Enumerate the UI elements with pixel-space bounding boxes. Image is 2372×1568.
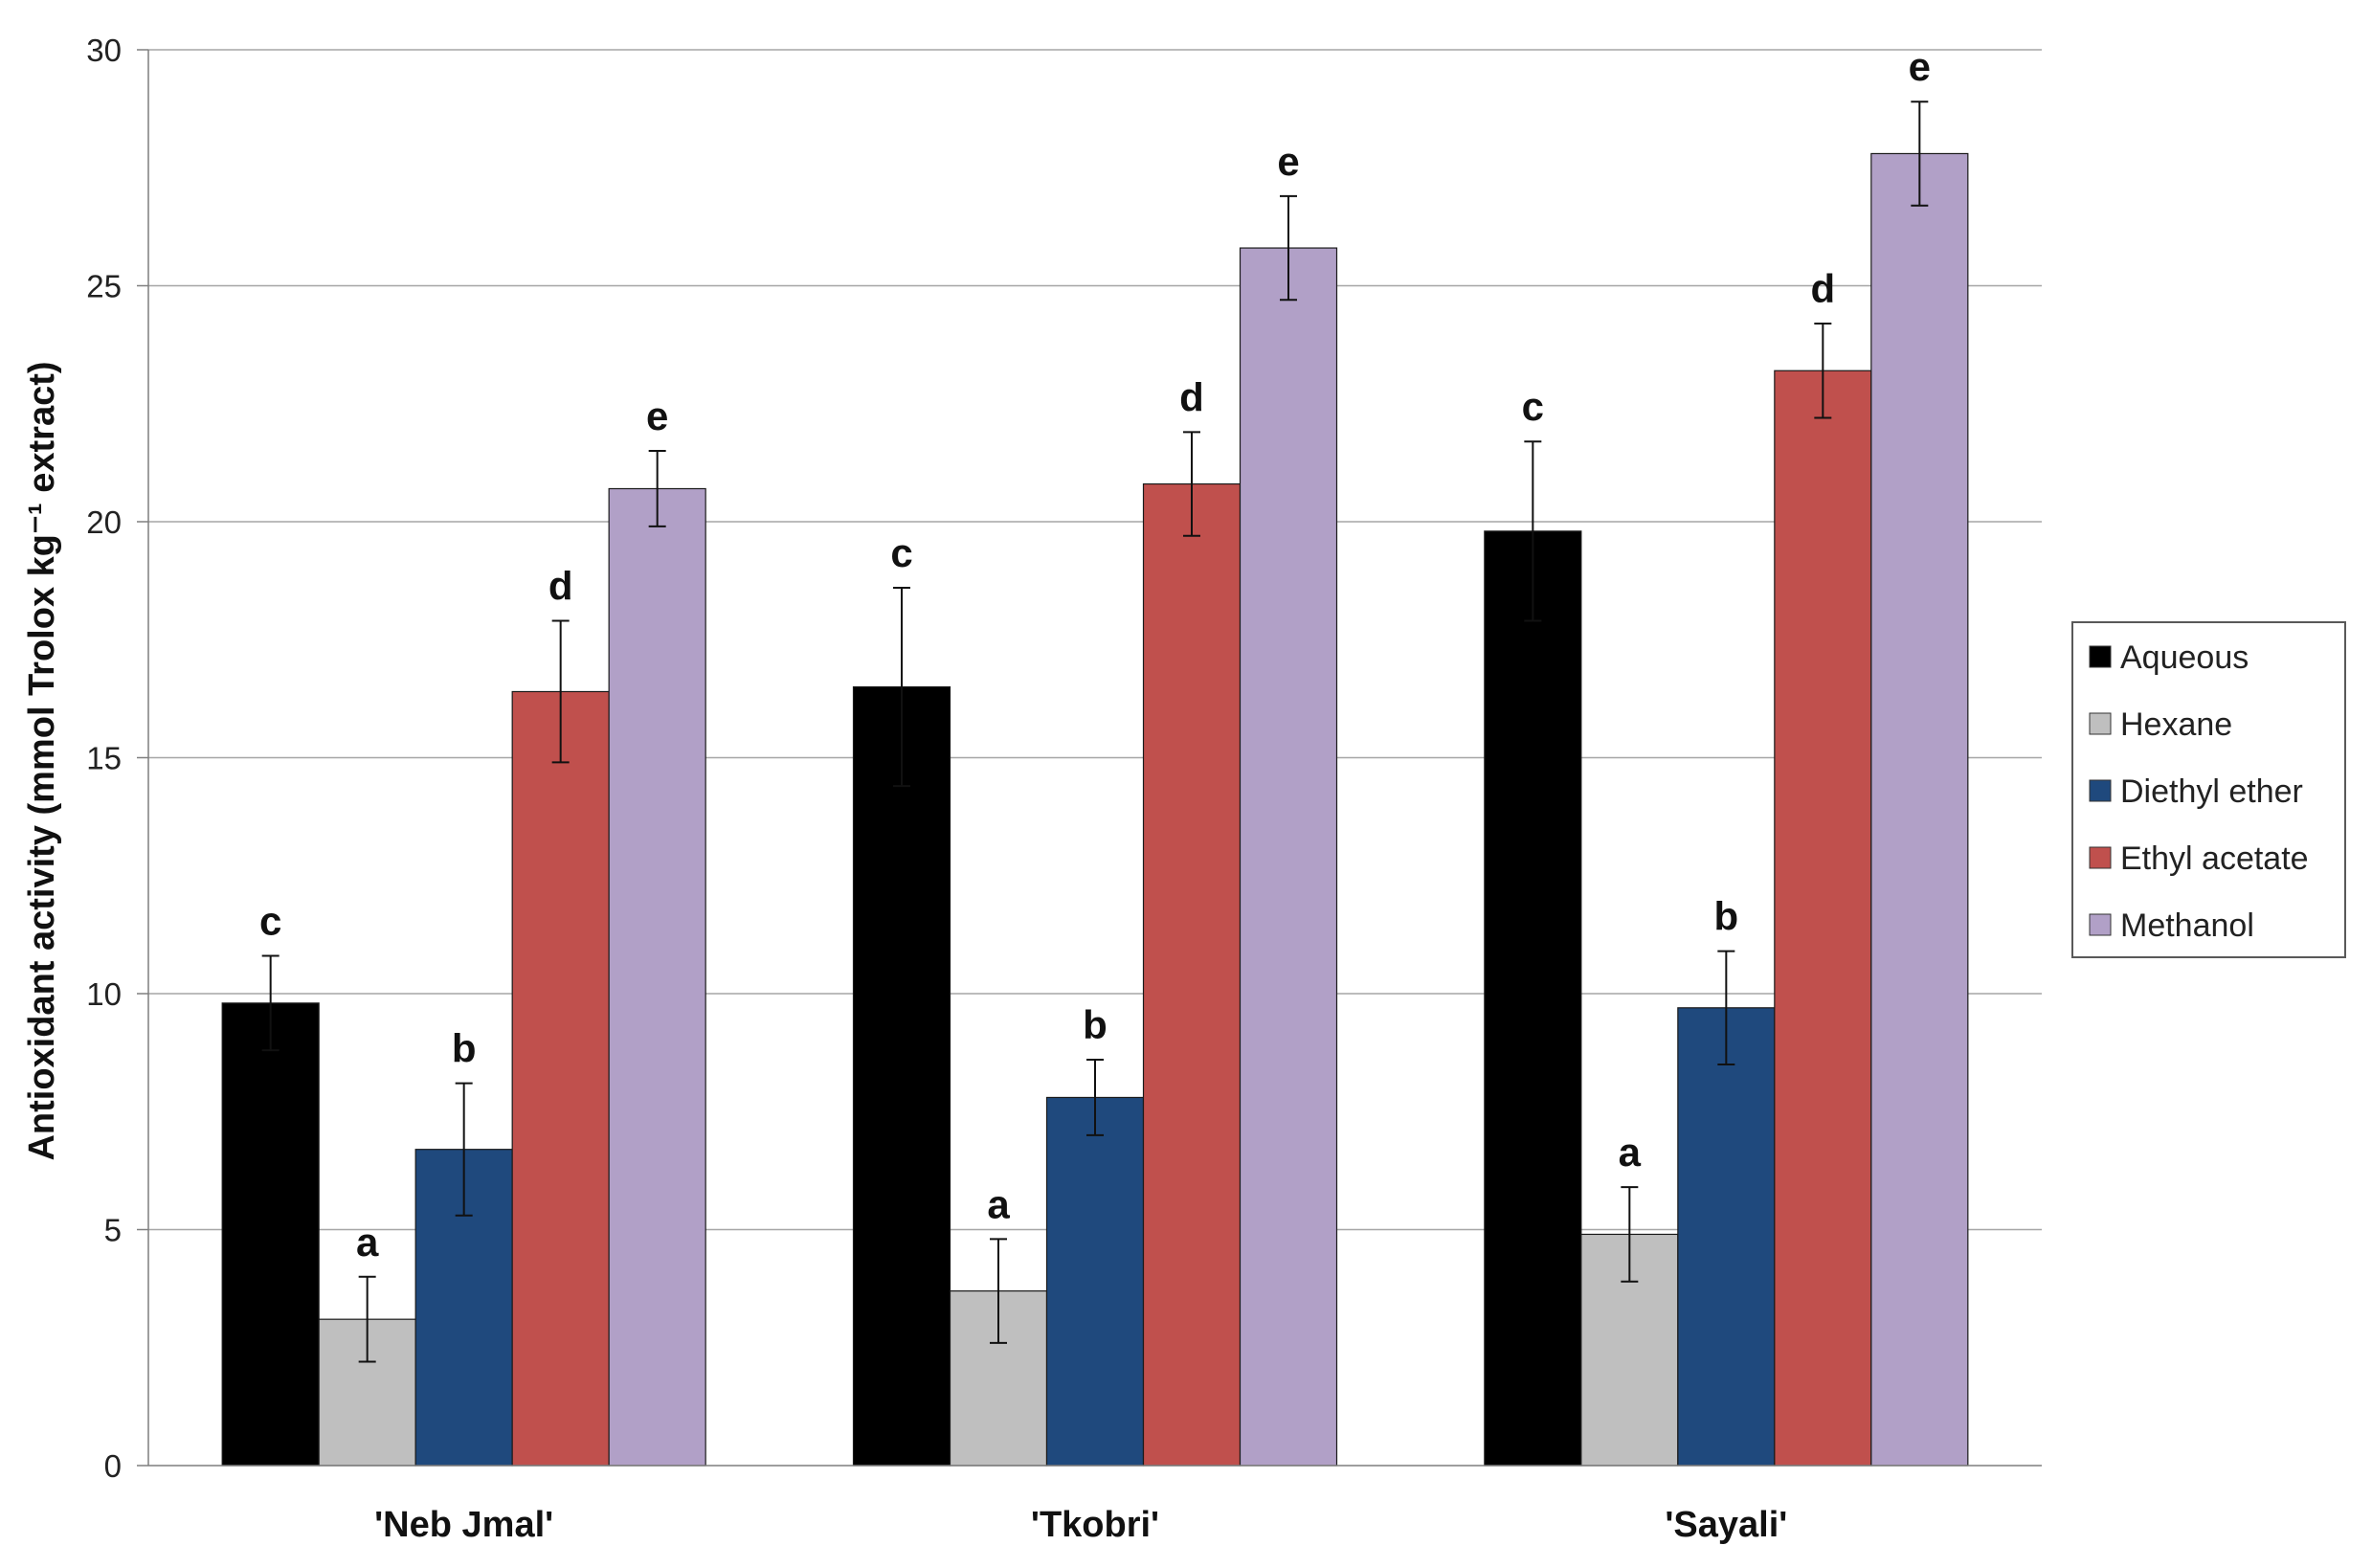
category-label: 'Neb Jmal': [374, 1505, 553, 1545]
significance-label: a: [356, 1220, 379, 1265]
category-label: 'Tkobri': [1031, 1505, 1159, 1545]
significance-label: e: [1909, 44, 1931, 89]
significance-label: d: [548, 564, 573, 609]
legend-swatch: [2089, 779, 2112, 802]
y-tick-label: 25: [86, 269, 122, 304]
legend-swatch: [2089, 712, 2112, 735]
y-tick-label: 0: [104, 1448, 122, 1484]
y-tick-label: 10: [86, 976, 122, 1012]
legend-swatch: [2089, 645, 2112, 668]
significance-label: b: [452, 1026, 477, 1071]
significance-label: e: [646, 393, 668, 438]
legend-label: Diethyl ether: [2120, 773, 2303, 810]
significance-label: c: [259, 899, 281, 944]
legend-label: Methanol: [2120, 907, 2254, 944]
significance-label: c: [1522, 384, 1544, 429]
legend-label: Aqueous: [2120, 639, 2249, 676]
legend: Aqueous Hexane Diethyl ether Ethyl acetate M…: [2071, 621, 2346, 958]
legend-swatch: [2089, 846, 2112, 869]
bar: [1870, 152, 1969, 1467]
y-tick-label: 5: [104, 1213, 122, 1248]
category-labels: 'Neb Jmal' 'Tkobri' 'Sayali': [374, 1505, 1787, 1545]
bar: [1774, 370, 1872, 1467]
bar: [1142, 482, 1242, 1467]
axes: [137, 49, 2042, 1467]
legend-label: Hexane: [2120, 706, 2232, 743]
bar: [852, 685, 951, 1467]
category-label: 'Sayali': [1665, 1505, 1787, 1545]
significance-label: d: [1179, 374, 1204, 419]
significance-label: d: [1811, 266, 1836, 311]
legend-swatch: [2089, 913, 2112, 936]
legend-label: Ethyl acetate: [2120, 840, 2309, 877]
significance-label: b: [1083, 1002, 1108, 1047]
y-tick-label: 20: [86, 504, 122, 540]
significance-label: a: [1619, 1130, 1642, 1175]
y-tick-label: 30: [86, 33, 122, 68]
significance-label: c: [890, 530, 912, 575]
significance-label: e: [1277, 139, 1299, 184]
significance-label: a: [987, 1181, 1010, 1226]
significance-labels: c a b d e c a b d e c a b d e: [259, 44, 1931, 1265]
bar: [1239, 247, 1338, 1467]
legend-box: [2071, 621, 2346, 958]
bar: [608, 487, 706, 1467]
bar: [221, 1002, 320, 1467]
significance-label: b: [1714, 894, 1739, 939]
y-axis-label: Antioxidant activity (mmol Trolox kg⁻¹ e…: [22, 361, 62, 1160]
bar: [1484, 530, 1582, 1467]
bar: [511, 690, 610, 1467]
bar: [1045, 1096, 1145, 1467]
y-tick-label: 15: [86, 741, 122, 776]
y-tick-labels: 0 5 10 15 20 25 30: [86, 33, 122, 1484]
bar: [1677, 1007, 1776, 1467]
bars: [221, 152, 1969, 1467]
error-bars: [261, 101, 1929, 1363]
